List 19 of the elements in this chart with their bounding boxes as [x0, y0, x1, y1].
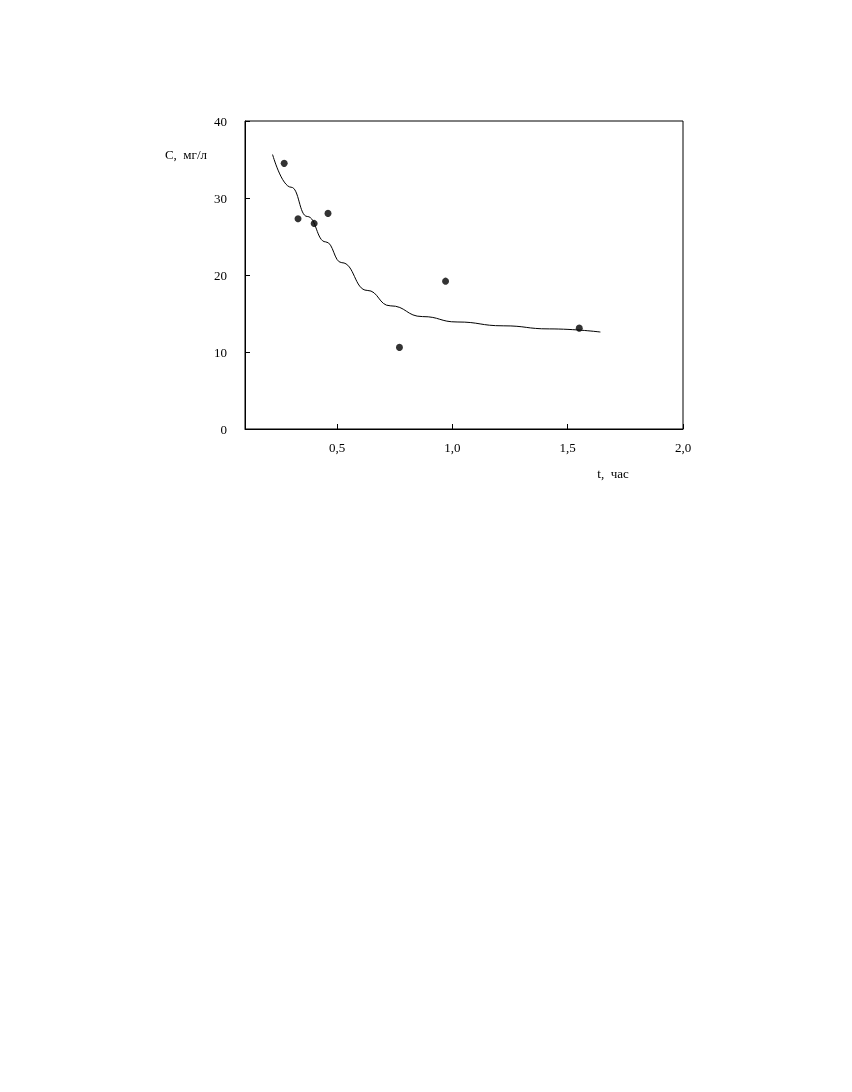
x-tick-label: 1,0	[444, 440, 461, 455]
y-tick-label: 30	[214, 190, 227, 206]
point	[575, 324, 583, 332]
y-tick-label: 20	[214, 267, 227, 283]
y-tick-label: 40	[214, 113, 227, 129]
line-series	[272, 154, 601, 333]
point	[324, 209, 332, 217]
x-tick-label: 1,5	[559, 440, 576, 455]
x-axis-title: t, час	[597, 466, 629, 481]
y-tick-label: 10	[214, 344, 227, 360]
point	[442, 277, 450, 285]
y-tick-label: 0	[220, 421, 227, 437]
point	[310, 219, 318, 227]
point	[395, 343, 403, 351]
point	[294, 215, 302, 223]
y-axis-title: С, мг/л	[164, 147, 208, 162]
x-tick-label: 0,5	[329, 440, 346, 455]
x-tick-label: 2,0	[674, 440, 692, 455]
point	[280, 159, 288, 167]
